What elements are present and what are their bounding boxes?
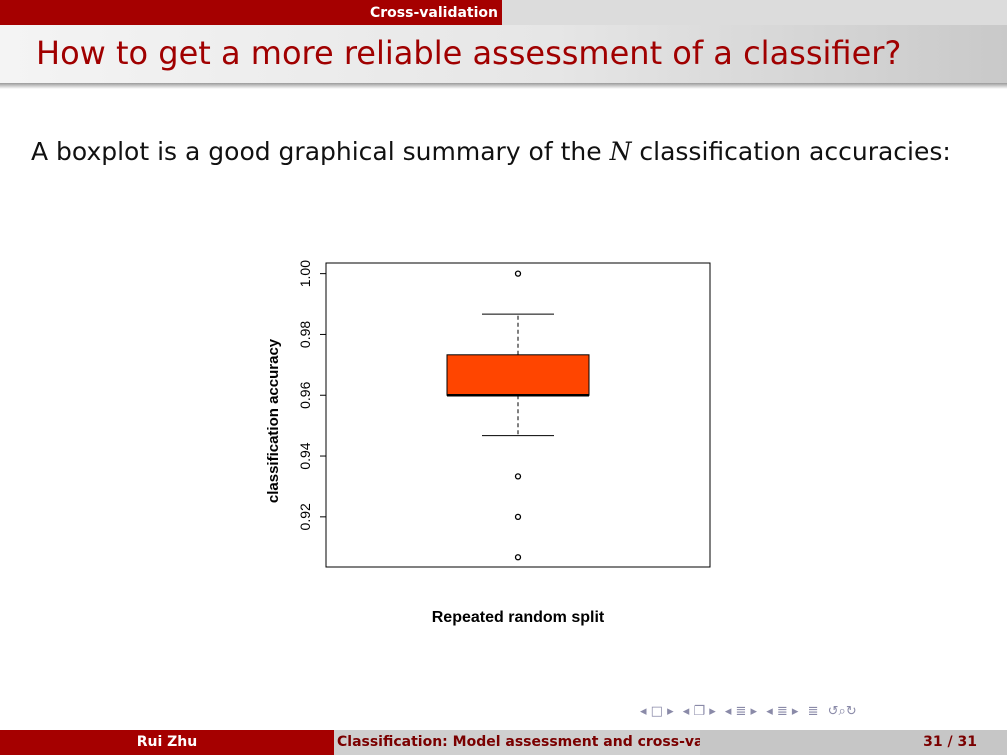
intro-text-after: classification accuracies: [631, 137, 951, 166]
intro-math-n: N [609, 137, 632, 166]
intro-text-before: A boxplot is a good graphical summary of… [31, 137, 610, 166]
y-tick-label: 0.98 [297, 321, 313, 348]
footer: Rui Zhu Classification: Model assessment… [0, 730, 1007, 755]
outlier-point [514, 554, 522, 561]
nav-frame-icon[interactable]: ◂ □ ▸ [640, 704, 674, 719]
nav-section-icon[interactable]: ◂ ≣ ▸ [724, 704, 758, 719]
footer-talk-title: Classification: Model assessment and cro… [334, 730, 700, 755]
y-axis-label: classification accuracy [265, 338, 282, 503]
section-label[interactable]: Cross-validation [366, 0, 502, 25]
title-shadow [0, 83, 1007, 89]
footer-page-number: 31 / 31 [700, 730, 1007, 755]
title-bar: How to get a more reliable assessment of… [0, 25, 1007, 83]
beamer-nav: ◂ □ ▸ ◂ ❐ ▸ ◂ ≣ ▸ ◂ ≣ ▸ ≣ ↺⌕↻ [640, 704, 1000, 724]
intro-text: A boxplot is a good graphical summary of… [31, 137, 951, 166]
y-tick-label: 0.96 [297, 381, 313, 408]
outlier-point [514, 473, 522, 480]
box-iqr [446, 354, 590, 396]
plot-frame [325, 262, 711, 568]
section-tab-bar [0, 0, 366, 25]
outlier-point [514, 513, 522, 520]
slide-title: How to get a more reliable assessment of… [36, 34, 902, 72]
y-tick-label: 1.00 [297, 260, 313, 287]
outlier-point [514, 270, 522, 277]
nav-outline-icon[interactable]: ≣ [807, 704, 819, 719]
x-axis-label: Repeated random split [432, 609, 605, 626]
y-tick-label: 0.94 [297, 442, 313, 469]
footer-author: Rui Zhu [0, 730, 334, 755]
y-tick-label: 0.92 [297, 503, 313, 530]
nav-document-icon[interactable]: ◂ ≣ ▸ [766, 704, 799, 719]
nav-search-icon[interactable]: ↺⌕↻ [827, 704, 857, 719]
boxplot-chart: 0.92 0.94 0.96 0.98 1.00 classification accur… [265, 260, 711, 626]
section-tab: Cross-validation [0, 0, 1007, 25]
nav-subsection-icon[interactable]: ◂ ❐ ▸ [682, 704, 716, 719]
